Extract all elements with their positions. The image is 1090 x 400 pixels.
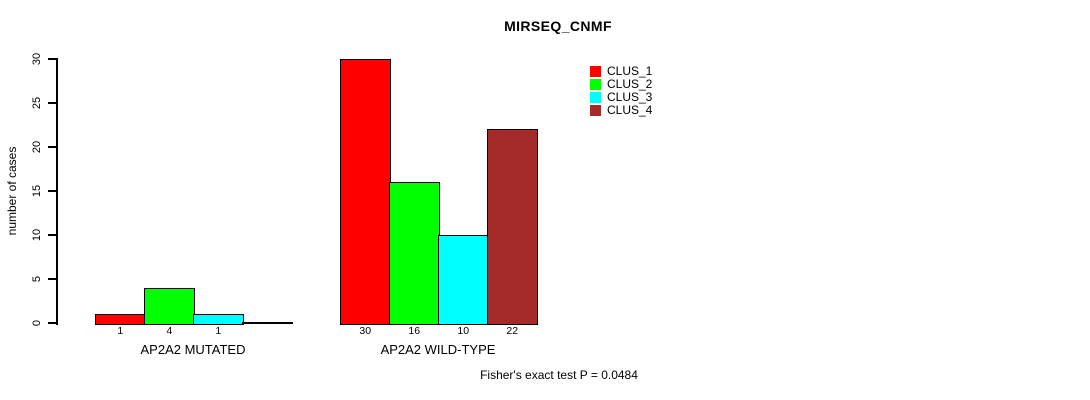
bar-clus_3-group2 bbox=[438, 235, 489, 325]
legend-swatch-clus-3 bbox=[590, 92, 601, 103]
x-axis-group-label-wildtype: AP2A2 WILD-TYPE bbox=[380, 342, 496, 357]
legend-label-clus-1: CLUS_1 bbox=[607, 64, 653, 78]
legend: CLUS_1 CLUS_2 CLUS_3 CLUS_4 bbox=[590, 65, 652, 117]
y-axis-title-text: number of cases bbox=[5, 146, 19, 236]
legend-label-clus-4: CLUS_4 bbox=[607, 103, 653, 117]
y-tick bbox=[48, 234, 56, 236]
bar-value-label: 30 bbox=[359, 325, 372, 337]
y-tick-label-text: 20 bbox=[31, 140, 43, 154]
legend-item-clus-2: CLUS_2 bbox=[590, 78, 652, 91]
legend-item-clus-4: CLUS_4 bbox=[590, 104, 652, 117]
y-tick bbox=[48, 58, 56, 60]
bar-clus_1-group2 bbox=[340, 59, 391, 325]
y-tick-label-text: 10 bbox=[31, 228, 43, 242]
bar-value-label: 10 bbox=[457, 325, 470, 337]
y-tick-label-text: 0 bbox=[31, 319, 43, 327]
bar-clus_3-group1 bbox=[193, 314, 244, 325]
bar-clus_2-group1 bbox=[144, 287, 195, 325]
bar-clus_4-group2 bbox=[487, 129, 538, 325]
legend-label-clus-2: CLUS_2 bbox=[607, 77, 653, 91]
legend-item-clus-3: CLUS_3 bbox=[590, 91, 652, 104]
bar-value-label: 22 bbox=[506, 325, 519, 337]
annotation-fisher-test: Fisher's exact test P = 0.0484 bbox=[480, 368, 638, 382]
legend-swatch-clus-2 bbox=[590, 79, 601, 90]
bar-clus_2-group2 bbox=[389, 182, 440, 325]
y-tick-label-text: 5 bbox=[31, 275, 43, 283]
y-tick bbox=[48, 278, 56, 280]
x-axis-group-label-mutated: AP2A2 MUTATED bbox=[140, 342, 246, 357]
y-tick bbox=[48, 322, 56, 324]
y-axis-line bbox=[56, 58, 58, 325]
bar-value-label: 4 bbox=[166, 325, 173, 337]
y-tick-label-text: 30 bbox=[31, 52, 43, 66]
bar-clus_4-group1-zero bbox=[242, 322, 293, 324]
y-tick-label-text: 15 bbox=[31, 184, 43, 198]
y-tick bbox=[48, 146, 56, 148]
legend-swatch-clus-1 bbox=[590, 66, 601, 77]
bar-value-label: 1 bbox=[215, 325, 222, 337]
bar-value-label: 1 bbox=[117, 325, 124, 337]
y-tick bbox=[48, 190, 56, 192]
legend-label-clus-3: CLUS_3 bbox=[607, 90, 653, 104]
legend-item-clus-1: CLUS_1 bbox=[590, 65, 652, 78]
bar-value-label: 16 bbox=[408, 325, 421, 337]
chart-title: MIRSEQ_CNMF bbox=[504, 18, 612, 34]
y-tick-label-text: 25 bbox=[31, 96, 43, 110]
legend-swatch-clus-4 bbox=[590, 105, 601, 116]
bar-clus_1-group1 bbox=[95, 314, 146, 325]
y-tick bbox=[48, 102, 56, 104]
